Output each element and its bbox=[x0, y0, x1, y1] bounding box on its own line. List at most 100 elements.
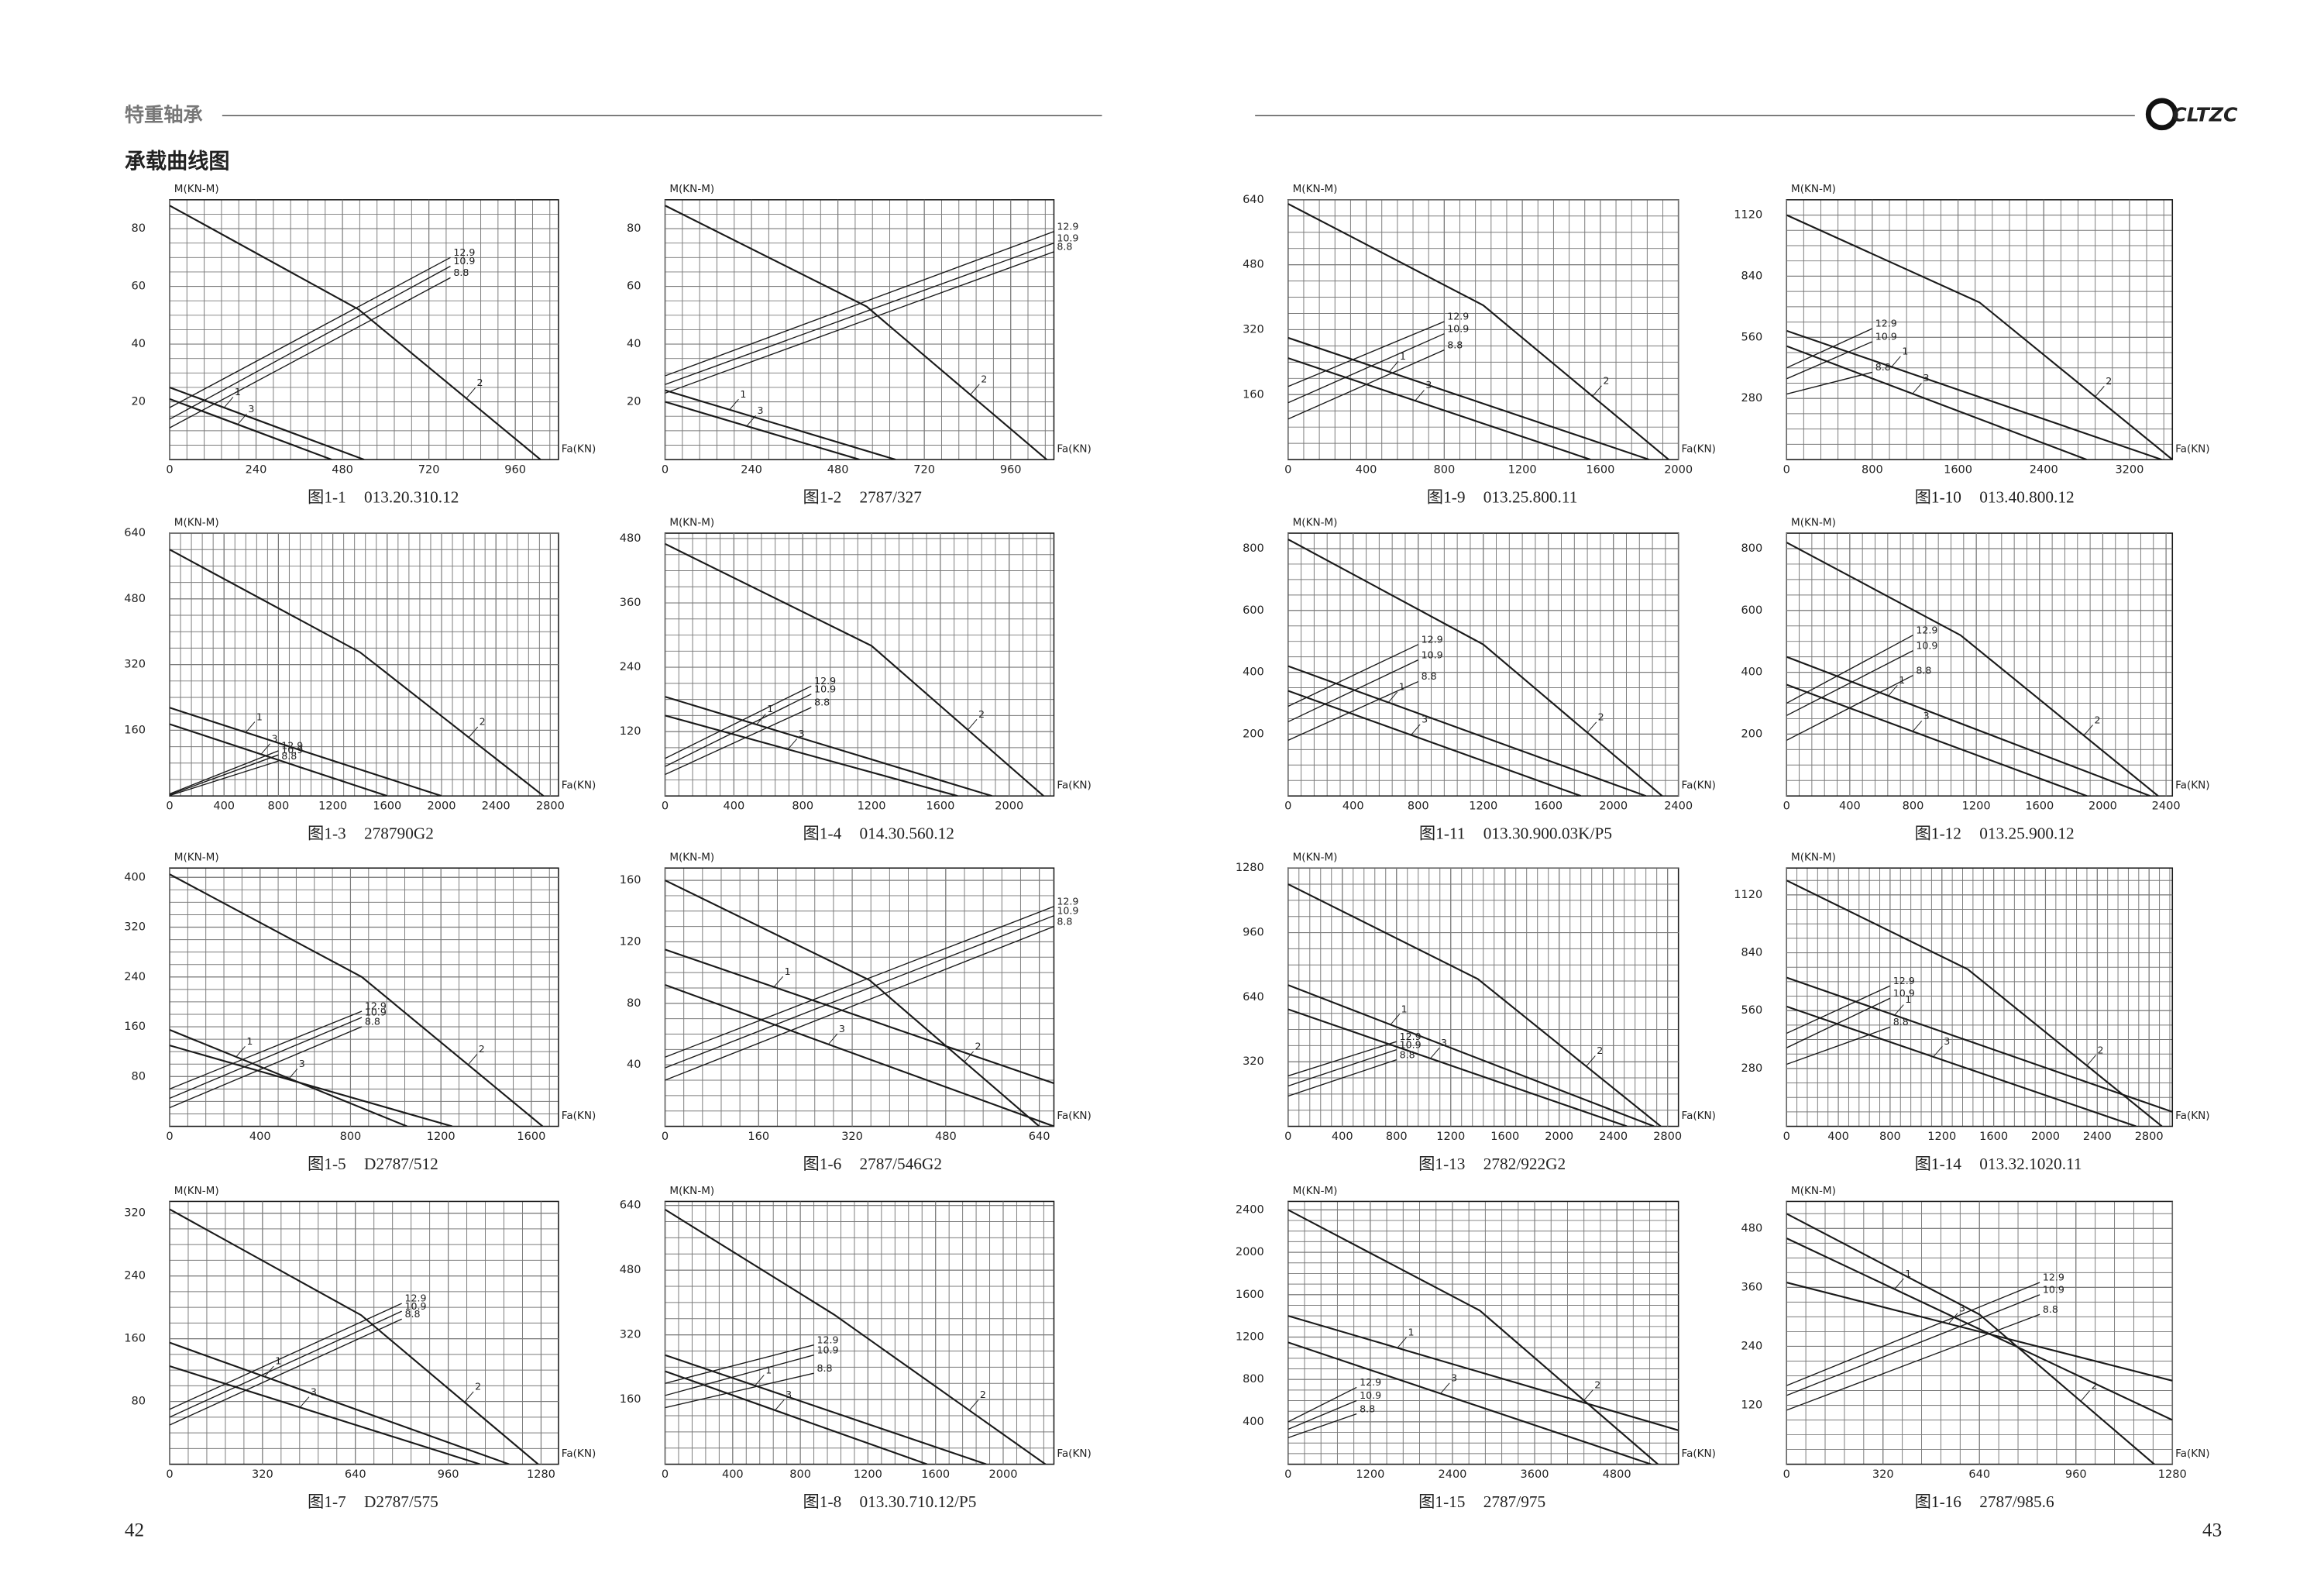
series-label: 12.9 bbox=[405, 1293, 427, 1304]
label-leader bbox=[968, 1399, 979, 1411]
load-curve bbox=[1786, 328, 1873, 369]
figure-number: 图1-13 bbox=[1418, 1155, 1465, 1173]
figure-model: 013.40.800.12 bbox=[1979, 487, 2074, 506]
figure-number: 图1-6 bbox=[803, 1155, 842, 1173]
label-leader bbox=[1912, 720, 1923, 732]
x-tick-label: 400 bbox=[1356, 464, 1377, 477]
x-tick-label: 3600 bbox=[1521, 1468, 1549, 1481]
y-tick-label: 40 bbox=[627, 1058, 641, 1071]
figure-model: 2787/327 bbox=[859, 487, 922, 506]
series-label: 8.8 bbox=[1360, 1403, 1375, 1414]
x-axis-label: Fa(KN) bbox=[562, 443, 596, 456]
figure-number: 图1-11 bbox=[1419, 824, 1466, 842]
chart: 0 800 1600 2400 3200 280 560 840 1120 M(KN-M) Fa(K… bbox=[1734, 183, 2209, 506]
load-curve bbox=[665, 696, 992, 797]
chart: 0 1200 2400 3600 4800 400 800 1200 1600 2000 2400 M… bbox=[1236, 1185, 1716, 1511]
y-tick-label: 320 bbox=[1243, 1055, 1264, 1068]
x-tick-label: 0 bbox=[1783, 1131, 1790, 1143]
figure-number: 图1-14 bbox=[1915, 1155, 1962, 1173]
x-tick-label: 2000 bbox=[2089, 800, 2117, 813]
y-tick-label: 240 bbox=[124, 971, 146, 983]
load-curve bbox=[169, 398, 332, 460]
x-tick-label: 1280 bbox=[2158, 1468, 2187, 1481]
series-label: 1 bbox=[1401, 1003, 1408, 1014]
series-label: 12.9 bbox=[1875, 318, 1897, 329]
chart: 0 320 640 960 1280 120 240 360 480 M(KN-M) Fa(KN) 图… bbox=[1741, 1185, 2209, 1511]
series-label: 2 bbox=[1597, 1045, 1603, 1056]
y-tick-label: 120 bbox=[620, 935, 641, 948]
x-tick-label: 0 bbox=[1284, 1468, 1291, 1481]
load-curve bbox=[169, 754, 279, 796]
label-leader bbox=[1415, 390, 1425, 401]
series-label: 3 bbox=[758, 404, 764, 416]
x-tick-label: 2400 bbox=[1599, 1131, 1628, 1143]
figure-model: D2787/512 bbox=[364, 1155, 438, 1173]
series-label: 3 bbox=[311, 1386, 317, 1397]
figure-number: 图1-15 bbox=[1418, 1492, 1465, 1511]
load-curve bbox=[1287, 1399, 1357, 1430]
y-tick-label: 320 bbox=[124, 1207, 146, 1220]
label-leader bbox=[1430, 1048, 1440, 1059]
series-label: 10.9 bbox=[1360, 1389, 1381, 1401]
load-curve bbox=[665, 243, 1054, 385]
x-tick-label: 800 bbox=[1433, 464, 1455, 477]
load-curve bbox=[665, 1208, 1047, 1465]
figure-model: 013.30.900.03K/P5 bbox=[1483, 824, 1612, 842]
series-label: 8.8 bbox=[453, 267, 469, 278]
label-leader bbox=[755, 1375, 765, 1386]
x-axis-label: Fa(KN) bbox=[1682, 1110, 1716, 1122]
x-axis-label: Fa(KN) bbox=[1057, 780, 1091, 792]
label-leader bbox=[1440, 1382, 1450, 1394]
series-label: 2 bbox=[2092, 1379, 2098, 1391]
y-tick-label: 320 bbox=[124, 921, 146, 934]
series-label: 1 bbox=[256, 711, 263, 722]
load-curve bbox=[169, 205, 541, 460]
y-tick-label: 400 bbox=[1243, 666, 1264, 679]
y-tick-label: 80 bbox=[132, 1070, 146, 1083]
load-curve bbox=[169, 1010, 363, 1089]
y-tick-label: 400 bbox=[1741, 666, 1762, 679]
y-tick-label: 1200 bbox=[1236, 1330, 1264, 1343]
y-tick-label: 480 bbox=[1741, 1222, 1762, 1234]
load-curve bbox=[1287, 1386, 1357, 1423]
x-tick-label: 400 bbox=[724, 800, 745, 813]
y-tick-label: 20 bbox=[627, 396, 641, 408]
y-tick-label: 560 bbox=[1741, 331, 1762, 343]
y-axis-label: M(KN-M) bbox=[1293, 516, 1338, 528]
chart: 0 400 800 1200 1600 2000 160 320 480 640 M(KN-M) Fa… bbox=[1243, 183, 1716, 506]
x-tick-label: 2400 bbox=[2152, 800, 2181, 813]
load-curve bbox=[169, 1017, 363, 1100]
load-curve bbox=[169, 760, 279, 797]
x-tick-label: 400 bbox=[1839, 800, 1861, 813]
label-leader bbox=[1586, 1055, 1596, 1067]
load-curve bbox=[1287, 1048, 1397, 1087]
label-leader bbox=[1587, 721, 1597, 733]
y-tick-label: 1280 bbox=[1236, 862, 1264, 874]
plot-frame bbox=[1786, 199, 2174, 460]
load-curve bbox=[169, 1365, 481, 1465]
y-axis-label: M(KN-M) bbox=[174, 852, 219, 864]
x-tick-label: 480 bbox=[935, 1131, 957, 1143]
label-leader bbox=[2080, 1390, 2090, 1402]
figure-number: 图1-10 bbox=[1915, 487, 1961, 506]
x-tick-label: 1600 bbox=[921, 1468, 950, 1481]
series-label: 2 bbox=[975, 1040, 982, 1052]
y-axis-label: M(KN-M) bbox=[174, 183, 219, 195]
load-curve bbox=[665, 925, 1054, 1081]
x-axis-label: Fa(KN) bbox=[2175, 780, 2209, 792]
x-tick-label: 960 bbox=[1000, 464, 1022, 477]
series-label: 8.8 bbox=[814, 697, 830, 708]
series-label: 3 bbox=[1923, 710, 1930, 721]
x-tick-label: 2000 bbox=[428, 800, 456, 813]
x-tick-label: 1200 bbox=[858, 800, 886, 813]
x-tick-label: 640 bbox=[1968, 1468, 1990, 1481]
load-curve bbox=[1287, 336, 1650, 460]
figure-number: 图1-4 bbox=[803, 824, 842, 842]
load-curve bbox=[1287, 665, 1647, 797]
page-number: 42 bbox=[125, 1520, 144, 1541]
figure-model: 013.20.310.12 bbox=[364, 487, 459, 506]
x-tick-label: 960 bbox=[504, 464, 526, 477]
figure-model: 2787/985.6 bbox=[1979, 1492, 2054, 1511]
x-tick-label: 2000 bbox=[1664, 464, 1693, 477]
y-tick-label: 360 bbox=[620, 597, 641, 609]
